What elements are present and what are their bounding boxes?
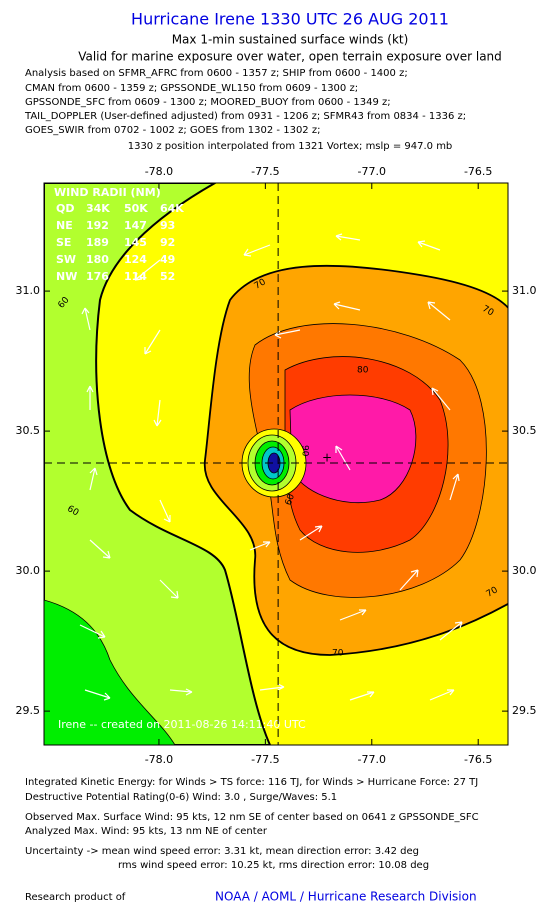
band-below-50 [44,599,176,745]
watermark: Irene -- created on 2011-08-26 14:11:40 … [58,718,306,731]
footer-line: Analyzed Max. Wind: 95 kts, 13 nm NE of … [25,826,268,837]
wind-field: 60 70 70 80 90 60 60 70 70 + Irene -- cr… [44,183,508,745]
y-tick-label: 30.0 [16,564,41,577]
wind-radii-cell: 189 [86,236,109,249]
credit-org: NOAA / AOML / Hurricane Research Divisio… [215,890,477,904]
x-tick-label: -78.0 [145,753,173,766]
wind-radii-cell: 176 [86,270,109,283]
wind-radii-cell: 192 [86,219,109,232]
band-below-60 [44,183,272,745]
footer-line: Integrated Kinetic Energy: for Winds > T… [25,777,478,788]
contour-label: 70 [332,649,344,659]
analysis-line: GPSSONDE_SFC from 0609 - 1300 z; MOORED_… [25,97,391,108]
band-above-85 [289,394,417,504]
wind-radii-header: QD [56,202,74,215]
contour-label: 90 [300,445,310,457]
y-tick-label: 31.0 [512,284,537,297]
contour-label: 60 [284,492,297,506]
y-tick-label: 31.0 [16,284,41,297]
wind-radii-cell: 49 [160,253,175,266]
y-tick-label: 29.5 [512,704,537,717]
wind-arrows [79,233,463,701]
x-tick-label: -76.5 [464,753,492,766]
validity: Valid for marine exposure over water, op… [78,50,502,64]
footer-line: Uncertainty -> mean wind speed error: 3.… [25,846,419,857]
wind-radii-cell: NE [56,219,73,232]
credit-label: Research product of [25,892,126,903]
analysis-line: CMAN from 0600 - 1359 z; GPSSONDE_WL150 … [25,83,358,94]
plot-frame [43,182,509,746]
y-tick-label: 30.5 [512,424,537,437]
footer-line: Destructive Potential Rating(0-6) Wind: … [25,792,337,803]
analysis-line: GOES_SWIR from 0702 - 1002 z; GOES from … [25,125,320,136]
wind-radii-header: 64K [160,202,184,215]
footer-line: Observed Max. Surface Wind: 95 kts, 12 n… [25,812,479,823]
wind-radii-cell: 52 [160,270,175,283]
title: Hurricane Irene 1330 UTC 26 AUG 2011 [131,10,449,29]
position-note: 1330 z position interpolated from 1321 V… [128,141,453,152]
wind-radii-cell: 114 [124,270,147,283]
wind-radii-cell: 93 [160,219,175,232]
wind-radii-title: WIND RADII (NM) [54,186,161,199]
wind-radii-cell: SE [56,236,71,249]
wind-radii-header: 34K [86,202,110,215]
x-tick-label: -77.5 [251,165,279,178]
wind-radii-cell: 92 [160,236,175,249]
wind-radii-cell: 180 [86,253,109,266]
x-tick-label: -77.0 [358,753,386,766]
footer-line: rms wind speed error: 10.25 kt, rms dire… [118,860,429,871]
x-tick-label: -76.5 [464,165,492,178]
axes: -78.0 -78.0 -77.5 -77.5 -77.0 -77.0 -76.5 -76.5… [16,165,537,766]
y-tick-label: 30.0 [512,564,537,577]
x-tick-label: -78.0 [145,165,173,178]
analysis-line: TAIL_DOPPLER (User-defined adjusted) fro… [24,111,466,122]
subtitle: Max 1-min sustained surface winds (kt) [172,33,409,47]
max-wind-marker: + [322,451,332,465]
wind-radii-header: 50K [124,202,148,215]
wind-radii-cell: SW [56,253,76,266]
y-tick-label: 30.5 [16,424,41,437]
wind-radii-cell: 145 [124,236,147,249]
analysis-line: Analysis based on SFMR_AFRC from 0600 - … [25,68,408,79]
x-tick-label: -77.0 [358,165,386,178]
wind-radii-cell: 147 [124,219,147,232]
y-tick-label: 29.5 [16,704,41,717]
wind-radii-cell: NW [56,270,77,283]
wind-radii-cell: 124 [124,253,147,266]
contour-label: 80 [357,366,369,376]
x-tick-label: -77.5 [251,753,279,766]
